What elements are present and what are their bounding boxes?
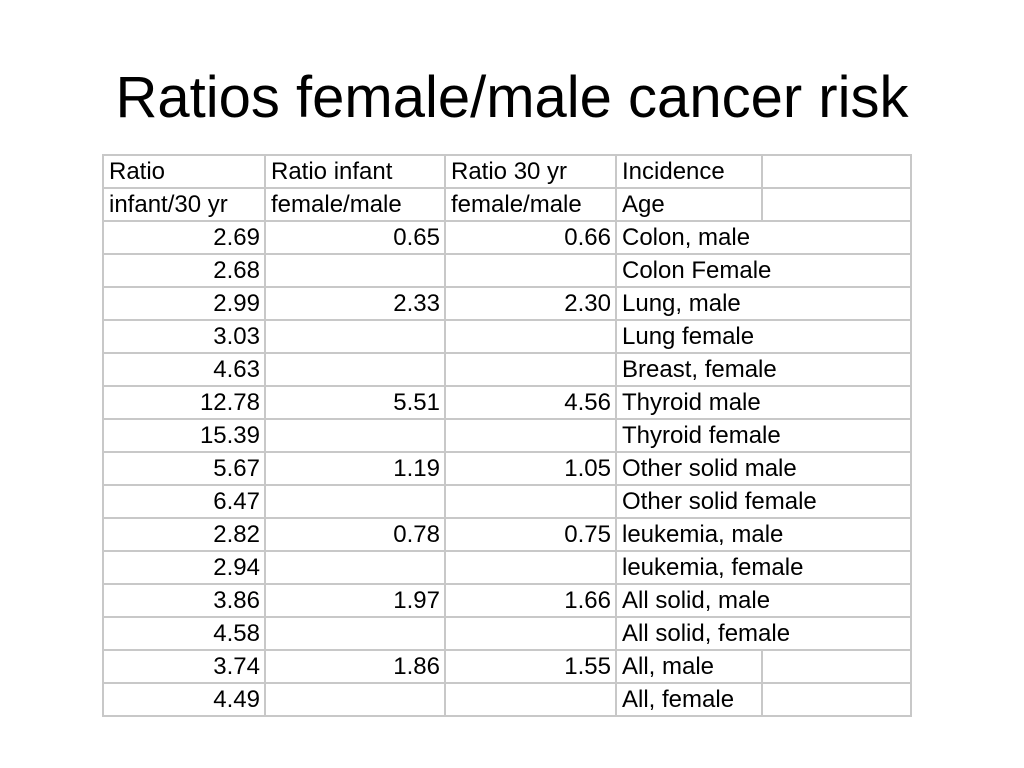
ratio-infant-fm-cell: 2.33	[264, 286, 446, 321]
ratio-infant-30-cell: 4.58	[102, 616, 266, 651]
ratio-30yr-fm-cell	[444, 352, 617, 387]
ratio-30yr-fm-cell	[444, 550, 617, 585]
ratio-infant-30-cell: 15.39	[102, 418, 266, 453]
ratio-infant-30-cell: 2.82	[102, 517, 266, 552]
ratio-30yr-fm-cell	[444, 682, 617, 717]
ratio-30yr-fm-cell: 4.56	[444, 385, 617, 420]
table-row: 3.03 Lung female	[102, 319, 912, 354]
ratio-infant-30-cell: 5.67	[102, 451, 266, 486]
ratio-infant-fm-cell: 1.97	[264, 583, 446, 618]
header-cell: Ratio 30 yr	[444, 154, 617, 189]
ratio-30yr-fm-cell: 1.66	[444, 583, 617, 618]
table-row: 4.49 All, female	[102, 682, 912, 717]
header-cell	[761, 187, 912, 222]
ratio-30yr-fm-cell: 0.66	[444, 220, 617, 255]
ratio-infant-30-cell: 2.69	[102, 220, 266, 255]
table-row: 2.69 0.65 0.66 Colon, male	[102, 220, 912, 255]
table-row: 3.74 1.86 1.55 All, male	[102, 649, 912, 684]
header-cell: female/male	[444, 187, 617, 222]
table-row: 2.94 leukemia, female	[102, 550, 912, 585]
incidence-label-cell: Colon Female	[615, 253, 912, 288]
incidence-label-cell: Lung female	[615, 319, 912, 354]
cancer-risk-table: Ratio Ratio infant Ratio 30 yr Incidence…	[102, 154, 912, 717]
ratio-30yr-fm-cell: 2.30	[444, 286, 617, 321]
ratio-infant-fm-cell: 5.51	[264, 385, 446, 420]
ratio-infant-30-cell: 4.49	[102, 682, 266, 717]
ratio-infant-fm-cell: 0.65	[264, 220, 446, 255]
ratio-30yr-fm-cell: 1.05	[444, 451, 617, 486]
incidence-label-cell: Thyroid male	[615, 385, 912, 420]
header-cell: Age	[615, 187, 763, 222]
table-row: 6.47 Other solid female	[102, 484, 912, 519]
table-row: 5.67 1.19 1.05 Other solid male	[102, 451, 912, 486]
ratio-infant-fm-cell: 1.19	[264, 451, 446, 486]
header-cell: Ratio infant	[264, 154, 446, 189]
empty-cell	[761, 682, 912, 717]
empty-cell	[761, 649, 912, 684]
incidence-label-cell: Breast, female	[615, 352, 912, 387]
incidence-label-cell: All solid, female	[615, 616, 912, 651]
header-cell: Ratio	[102, 154, 266, 189]
header-cell: infant/30 yr	[102, 187, 266, 222]
incidence-label-cell: All, female	[615, 682, 763, 717]
incidence-label-cell: leukemia, male	[615, 517, 912, 552]
incidence-label-cell: Colon, male	[615, 220, 912, 255]
ratio-infant-fm-cell	[264, 319, 446, 354]
ratio-30yr-fm-cell	[444, 484, 617, 519]
ratio-30yr-fm-cell: 0.75	[444, 517, 617, 552]
header-row: Ratio Ratio infant Ratio 30 yr Incidence	[102, 154, 912, 189]
ratio-infant-30-cell: 3.86	[102, 583, 266, 618]
ratio-30yr-fm-cell	[444, 253, 617, 288]
ratio-infant-30-cell: 2.94	[102, 550, 266, 585]
ratio-30yr-fm-cell	[444, 616, 617, 651]
ratio-infant-30-cell: 3.03	[102, 319, 266, 354]
ratio-infant-30-cell: 2.99	[102, 286, 266, 321]
incidence-label-cell: Lung, male	[615, 286, 912, 321]
slide-title: Ratios female/male cancer risk	[115, 65, 909, 130]
table-row: 4.63 Breast, female	[102, 352, 912, 387]
incidence-label-cell: Other solid female	[615, 484, 912, 519]
ratio-infant-30-cell: 2.68	[102, 253, 266, 288]
incidence-label-cell: leukemia, female	[615, 550, 912, 585]
header-cell: female/male	[264, 187, 446, 222]
header-row: infant/30 yr female/male female/male Age	[102, 187, 912, 222]
table-row: 2.82 0.78 0.75 leukemia, male	[102, 517, 912, 552]
incidence-label-cell: Other solid male	[615, 451, 912, 486]
ratio-infant-fm-cell	[264, 682, 446, 717]
ratio-infant-30-cell: 4.63	[102, 352, 266, 387]
header-cell: Incidence	[615, 154, 763, 189]
ratio-infant-fm-cell	[264, 418, 446, 453]
ratio-infant-fm-cell	[264, 352, 446, 387]
ratio-infant-fm-cell: 0.78	[264, 517, 446, 552]
table-row: 2.68 Colon Female	[102, 253, 912, 288]
ratio-infant-30-cell: 12.78	[102, 385, 266, 420]
ratio-infant-30-cell: 6.47	[102, 484, 266, 519]
ratio-30yr-fm-cell: 1.55	[444, 649, 617, 684]
table-row: 2.99 2.33 2.30 Lung, male	[102, 286, 912, 321]
incidence-label-cell: Thyroid female	[615, 418, 912, 453]
table-row: 12.78 5.51 4.56 Thyroid male	[102, 385, 912, 420]
ratio-infant-30-cell: 3.74	[102, 649, 266, 684]
ratio-infant-fm-cell	[264, 253, 446, 288]
table-row: 3.86 1.97 1.66 All solid, male	[102, 583, 912, 618]
header-cell	[761, 154, 912, 189]
ratio-infant-fm-cell	[264, 484, 446, 519]
ratio-infant-fm-cell	[264, 550, 446, 585]
ratio-30yr-fm-cell	[444, 418, 617, 453]
ratio-infant-fm-cell: 1.86	[264, 649, 446, 684]
incidence-label-cell: All solid, male	[615, 583, 912, 618]
table-row: 4.58 All solid, female	[102, 616, 912, 651]
incidence-label-cell: All, male	[615, 649, 763, 684]
table-row: 15.39 Thyroid female	[102, 418, 912, 453]
ratio-30yr-fm-cell	[444, 319, 617, 354]
ratio-infant-fm-cell	[264, 616, 446, 651]
